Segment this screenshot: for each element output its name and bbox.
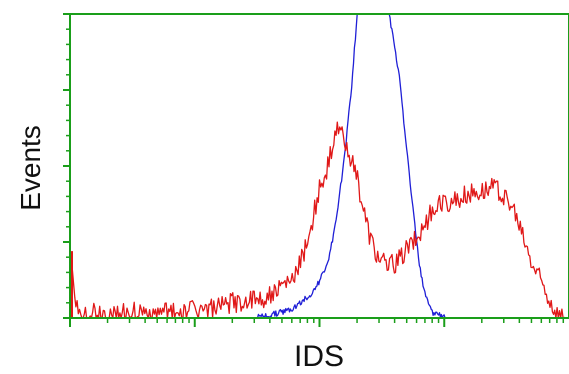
y-axis-label: Events <box>15 125 46 211</box>
x-axis-label: IDS <box>294 340 344 373</box>
axis-ticks-group <box>63 13 565 327</box>
histogram-series-2 <box>69 121 569 319</box>
